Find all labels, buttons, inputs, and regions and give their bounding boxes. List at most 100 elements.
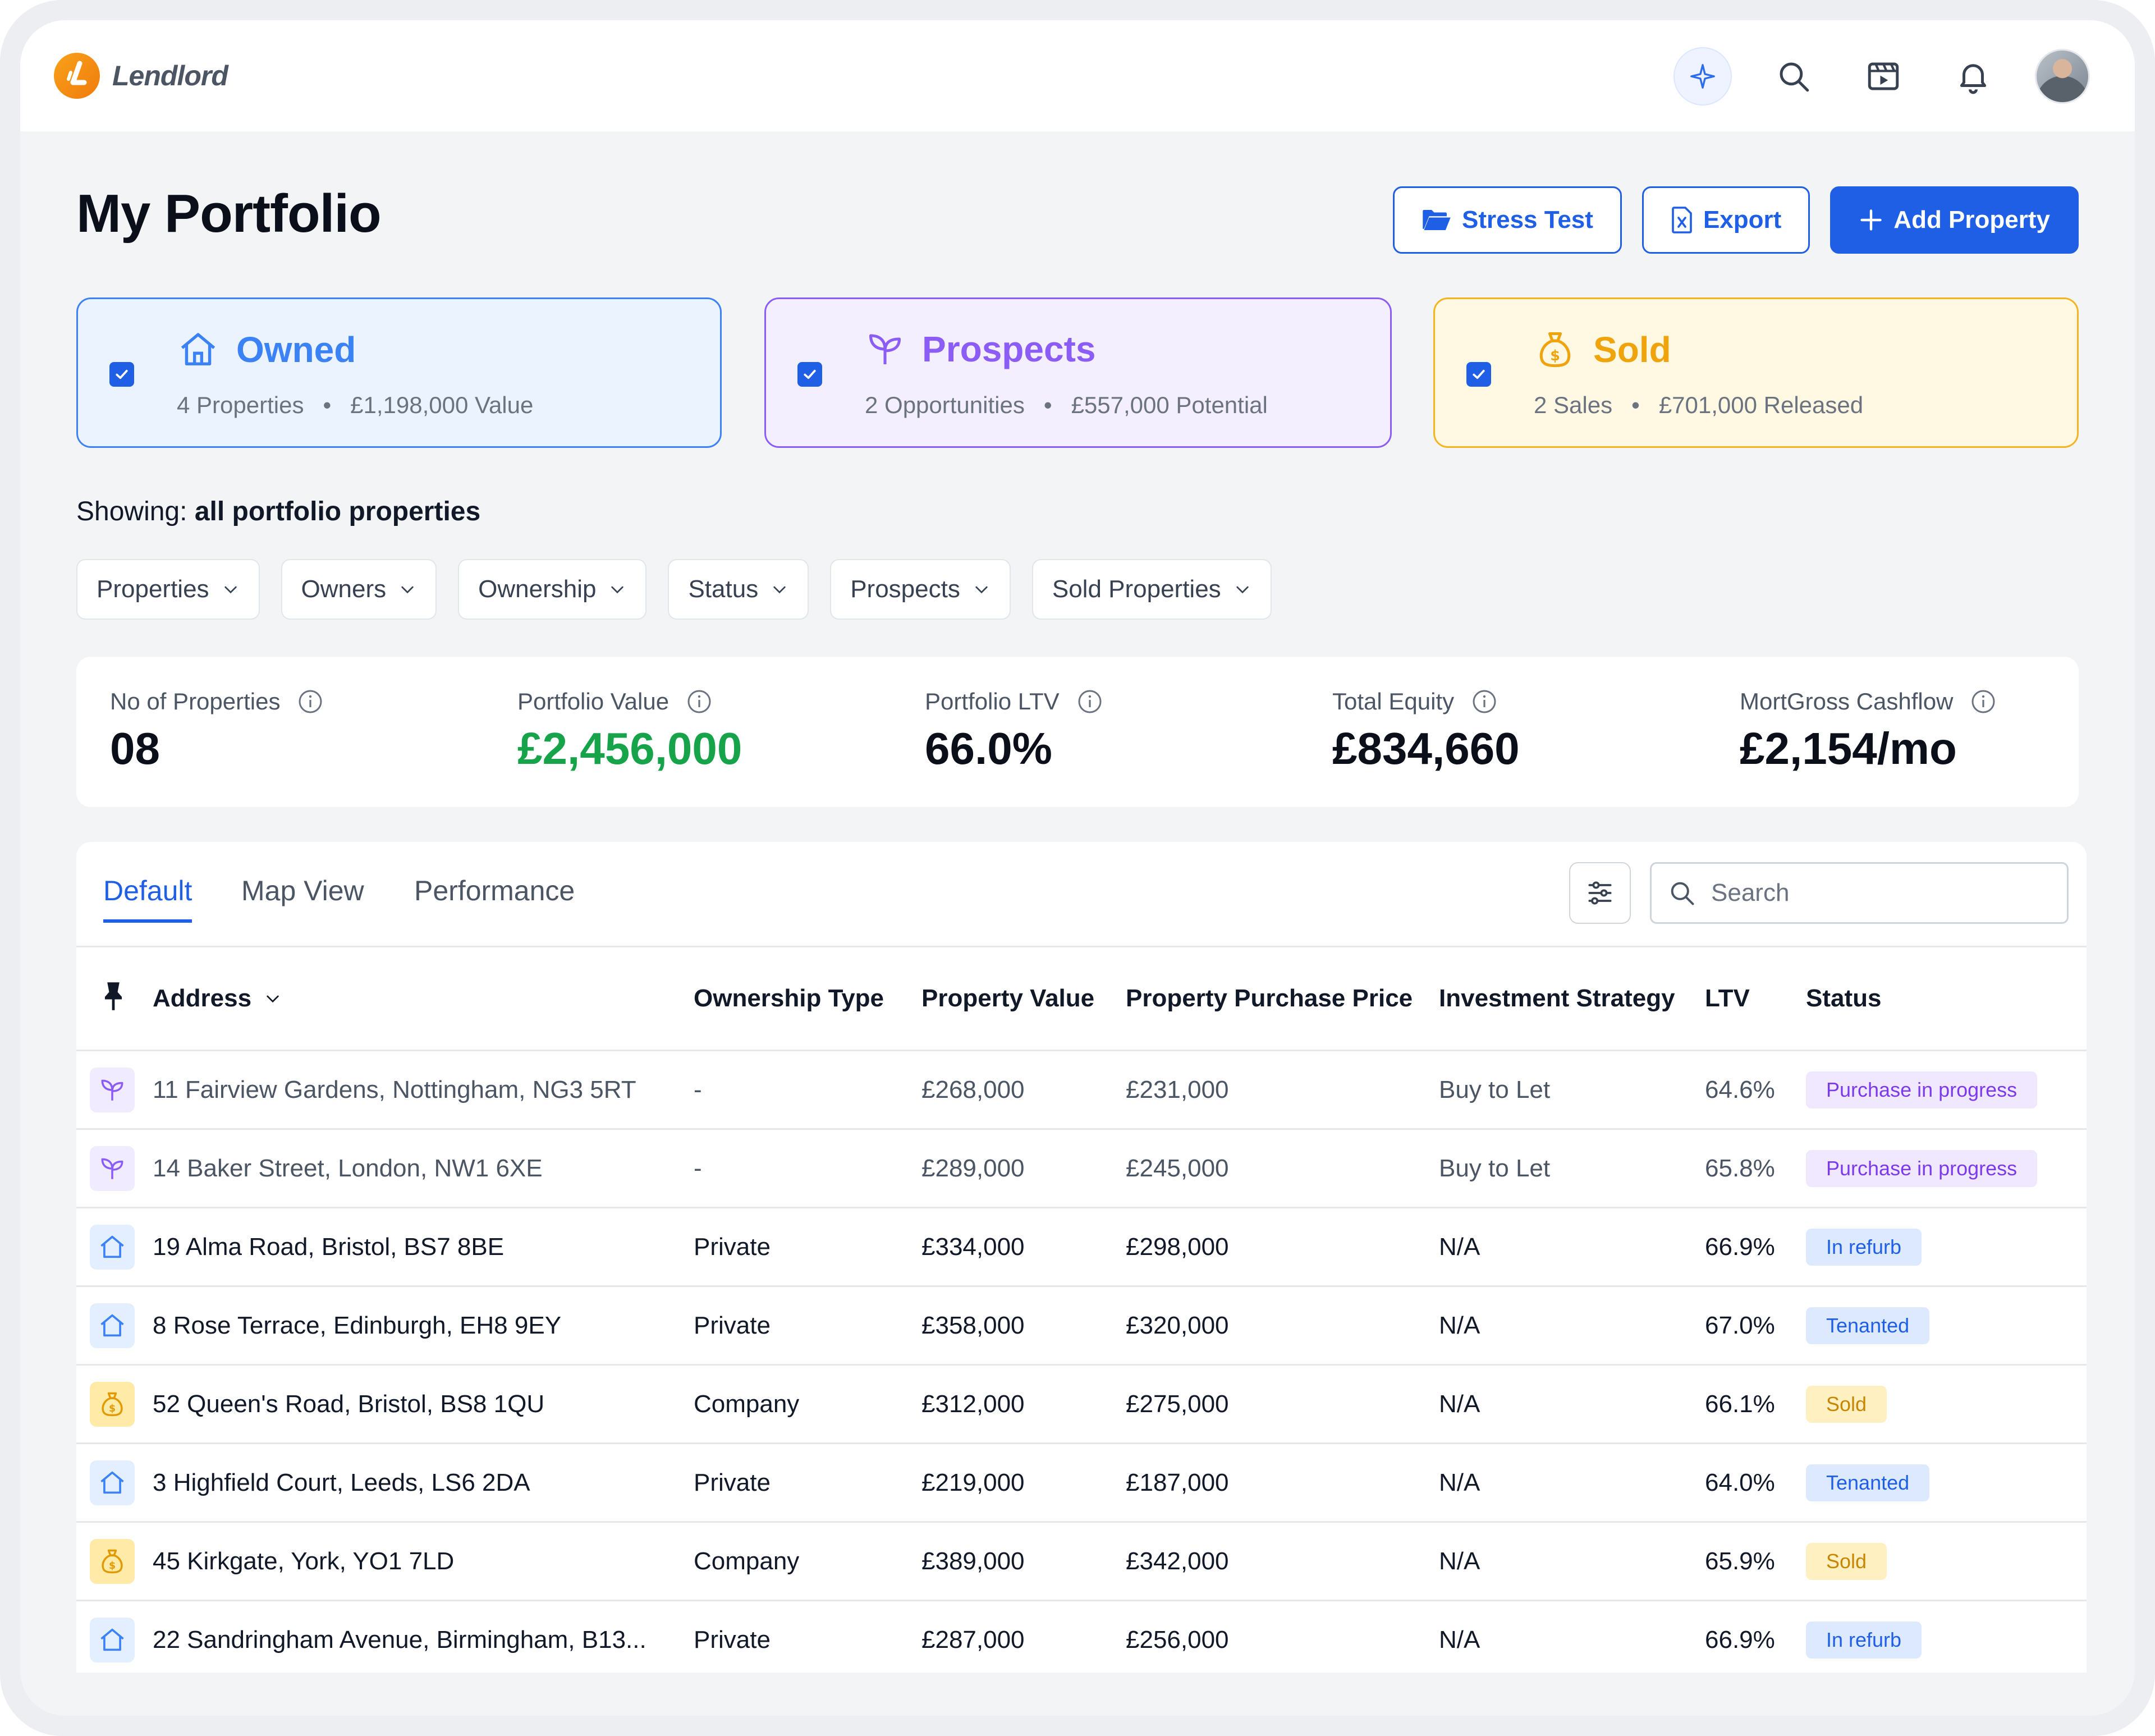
investment-strategy-column-header[interactable]: Investment Strategy [1439,947,1705,1051]
owned-card[interactable]: Owned 4 Properties • £1,198,000 Value [76,297,722,448]
prospects-checkbox[interactable] [797,362,822,387]
ownership-type-cell: Private [694,1443,921,1523]
filter-properties[interactable]: Properties [76,559,260,620]
table-row[interactable]: $52 Queen's Road, Bristol, BS8 1QU Compan… [76,1364,2087,1444]
status-cell: In refurb [1806,1207,2087,1287]
prospects-potential: £557,000 Potential [1071,392,1268,418]
user-avatar[interactable] [2035,49,2090,104]
investment-strategy-cell: N/A [1439,1522,1705,1601]
address-cell[interactable]: 8 Rose Terrace, Edinburgh, EH8 9EY [153,1286,694,1366]
svg-text:$: $ [109,1403,116,1414]
address-cell[interactable]: 45 Kirkgate, York, YO1 7LD [153,1522,694,1601]
status-column-header[interactable]: Status [1806,947,2087,1051]
column-settings-button[interactable] [1569,862,1631,924]
info-icon[interactable] [686,688,713,715]
filter-prospects[interactable]: Prospects [830,559,1011,620]
prospects-title: Prospects [922,329,1096,369]
table-row[interactable]: 19 Alma Road, Bristol, BS7 8BE Private £33… [76,1207,2087,1287]
filter-label: Owners [301,575,387,603]
filter-label: Properties [97,575,209,603]
filter-bar: Properties Owners Ownership Status Prosp… [76,559,1293,620]
purchase-price-cell: £320,000 [1126,1286,1439,1366]
property-value-cell: £289,000 [921,1129,1126,1208]
ltv-cell: 66.9% [1705,1600,1806,1673]
app-logo[interactable]: Lendlord [54,53,228,99]
address-cell[interactable]: 3 Highfield Court, Leeds, LS6 2DA [153,1443,694,1523]
folder-open-icon [1423,210,1451,230]
info-icon[interactable] [1076,688,1103,715]
address-cell[interactable]: 14 Baker Street, London, NW1 6XE [153,1129,694,1208]
row-type-cell [76,1207,153,1287]
ltv-cell: 64.0% [1705,1443,1806,1523]
ownership-type-cell: Company [694,1522,921,1601]
investment-strategy-cell: N/A [1439,1600,1705,1673]
properties-table: Address Ownership Type Property Value Pr… [76,947,2087,1673]
table-row[interactable]: 3 Highfield Court, Leeds, LS6 2DA Private… [76,1443,2087,1523]
filter-status[interactable]: Status [668,559,809,620]
filter-owners[interactable]: Owners [281,559,437,620]
table-row[interactable]: 11 Fairview Gardens, Nottingham, NG3 5RT… [76,1050,2087,1130]
filter-label: Ownership [478,575,597,603]
tab-default[interactable]: Default [103,874,192,923]
address-cell[interactable]: 52 Queen's Road, Bristol, BS8 1QU [153,1364,694,1444]
address-cell[interactable]: 11 Fairview Gardens, Nottingham, NG3 5RT [153,1050,694,1130]
address-cell[interactable]: 22 Sandringham Avenue, Birmingham, B13..… [153,1600,694,1673]
property-value-cell: £219,000 [921,1443,1126,1523]
house-icon [90,1224,135,1270]
video-icon[interactable] [1855,48,1911,104]
ownership-type-column-header[interactable]: Ownership Type [694,947,921,1051]
portfolio-stats: No of Properties 08 Portfolio Value £2,4… [76,657,2079,807]
filter-sold-properties[interactable]: Sold Properties [1031,559,1272,620]
investment-strategy-cell: N/A [1439,1364,1705,1444]
export-button[interactable]: Export [1642,186,1810,254]
filter-label: Status [688,575,759,603]
purchase-price-cell: £231,000 [1126,1050,1439,1130]
ltv-cell: 64.6% [1705,1050,1806,1130]
chevron-down-icon [975,586,988,594]
info-icon[interactable] [1471,688,1498,715]
status-cell: Tenanted [1806,1443,2087,1523]
tab-performance[interactable]: Performance [414,875,575,906]
table-search[interactable] [1650,862,2069,924]
investment-strategy-cell: Buy to Let [1439,1129,1705,1208]
tab-map-view[interactable]: Map View [241,875,364,906]
search-input[interactable] [1710,878,2049,908]
address-cell[interactable]: 19 Alma Road, Bristol, BS7 8BE [153,1207,694,1287]
add-property-button[interactable]: Add Property [1830,186,2079,254]
sold-card[interactable]: $ Sold 2 Sales • £701,000 Released [1433,297,2079,448]
filter-ownership[interactable]: Ownership [458,559,647,620]
address-column-header[interactable]: Address [153,947,694,1051]
purchase-price-column-header[interactable]: Property Purchase Price [1126,947,1439,1051]
table-row[interactable]: $45 Kirkgate, York, YO1 7LD Company £389,0… [76,1522,2087,1601]
property-value-column-header[interactable]: Property Value [921,947,1126,1051]
table-row[interactable]: 8 Rose Terrace, Edinburgh, EH8 9EY Privat… [76,1286,2087,1366]
sparkle-icon[interactable] [1673,47,1732,106]
investment-strategy-cell: N/A [1439,1207,1705,1287]
row-type-cell [76,1286,153,1366]
property-value-cell: £312,000 [921,1364,1126,1444]
stat-label: Portfolio Value [517,688,670,714]
table-row[interactable]: 14 Baker Street, London, NW1 6XE - £289,00… [76,1129,2087,1208]
info-icon[interactable] [1970,688,1997,715]
status-badge: In refurb [1806,1621,1922,1659]
stress-test-button[interactable]: Stress Test [1392,186,1622,254]
page-actions: Stress Test Export Add Property [1373,186,2079,254]
chevron-down-icon [773,586,786,594]
status-badge: Tenanted [1806,1464,1930,1501]
owned-count: 4 Properties [177,392,304,418]
sold-checkbox[interactable] [1466,362,1491,387]
ltv-column-header[interactable]: LTV [1705,947,1806,1051]
stat-value: 08 [110,723,160,773]
prospects-card[interactable]: Prospects 2 Opportunities • £557,000 Poten… [764,297,1392,448]
info-icon[interactable] [297,688,324,715]
bell-icon[interactable] [1945,48,2001,104]
pin-column-header[interactable] [76,947,153,1051]
category-cards: Owned 4 Properties • £1,198,000 Value Pros… [76,297,2079,448]
table-row[interactable]: 22 Sandringham Avenue, Birmingham, B13..… [76,1600,2087,1673]
sprout-icon [90,1067,135,1112]
sprout-icon [90,1146,135,1191]
owned-checkbox[interactable] [109,362,134,387]
search-icon[interactable] [1766,48,1822,104]
sliders-icon [1588,881,1612,905]
add-property-label: Add Property [1893,206,2050,233]
